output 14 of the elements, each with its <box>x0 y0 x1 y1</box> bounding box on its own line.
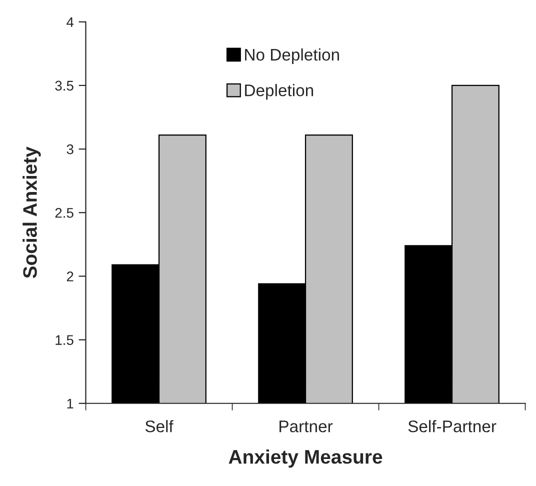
y-tick-label: 3.5 <box>55 80 74 91</box>
y-tick-label: 1.5 <box>56 335 74 345</box>
x-tick-label: Partner <box>280 420 333 432</box>
y-tick-label: 2.5 <box>55 208 74 218</box>
x-tick-label: Self <box>145 420 174 432</box>
y-tick-label: 1 <box>67 398 74 408</box>
y-tick-label: 3 <box>66 144 74 154</box>
y-tick-label: 4 <box>66 17 74 27</box>
x-tick-label: Self-Partner <box>408 420 496 432</box>
legend-label: No Depletion <box>245 48 339 64</box>
x-axis-title: Anxiety Measure <box>228 449 382 468</box>
legend-label: Depletion <box>245 84 314 100</box>
y-axis-title: Social Anxiety <box>22 146 41 278</box>
y-tick-label: 2 <box>66 272 74 282</box>
